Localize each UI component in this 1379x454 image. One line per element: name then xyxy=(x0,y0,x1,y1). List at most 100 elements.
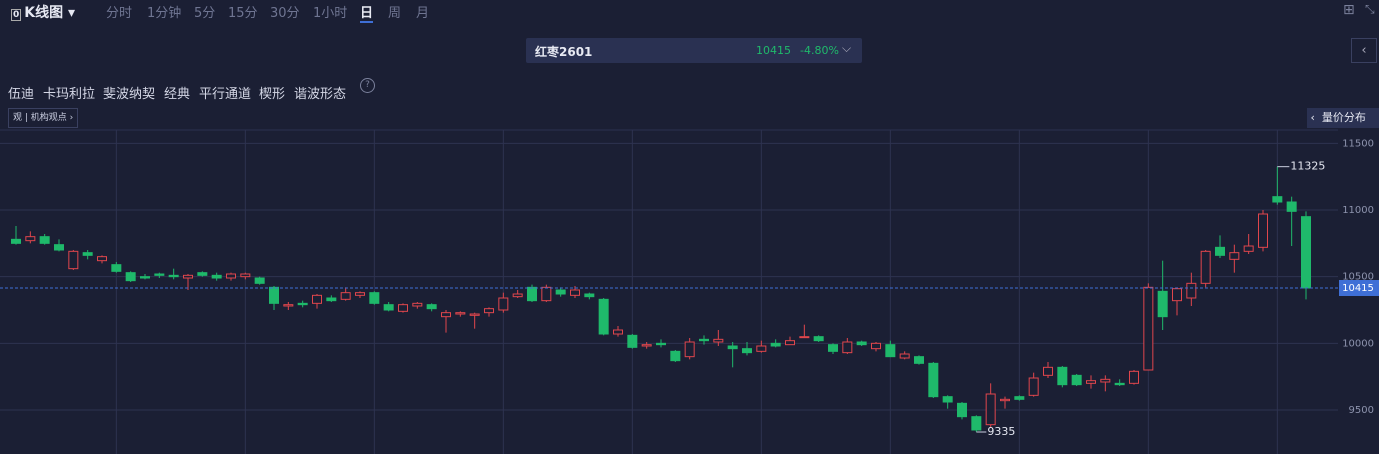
candle-body xyxy=(871,342,881,350)
candle-body xyxy=(527,286,537,302)
period-tab[interactable]: 15分 xyxy=(228,6,258,21)
candle-body xyxy=(97,256,107,262)
candle-body xyxy=(598,298,609,335)
candle-body xyxy=(25,236,36,242)
candle-body xyxy=(512,293,523,298)
candle-body xyxy=(183,274,193,279)
candle-body xyxy=(226,273,236,279)
instrument-price: 10415 xyxy=(756,44,791,57)
dropdown-arrow: ⌵ xyxy=(842,41,852,55)
candle-body xyxy=(541,286,552,302)
candle-body xyxy=(627,334,638,348)
chart-type: K线图 xyxy=(24,5,64,21)
collapse-button[interactable]: ‹ xyxy=(1351,38,1377,63)
candle-body xyxy=(555,289,566,295)
candle-body xyxy=(928,362,939,398)
candle-body xyxy=(326,297,337,302)
drawing-tool[interactable]: 经典 xyxy=(164,87,191,102)
candle-body xyxy=(54,244,64,251)
candle-body xyxy=(197,272,208,276)
candle-body xyxy=(885,344,896,358)
candle-body xyxy=(383,304,394,311)
y-tick-label: 9500 xyxy=(1349,405,1374,416)
candle-body xyxy=(727,345,738,350)
candle-body xyxy=(1215,246,1225,256)
candle-body xyxy=(1301,216,1311,289)
candle-body xyxy=(985,393,996,426)
candle-body xyxy=(1028,377,1039,396)
views-icon: 观 xyxy=(13,113,23,123)
drawing-tool[interactable]: 卡玛利拉 xyxy=(43,87,96,102)
views-button[interactable]: 观 | 机构观点 › xyxy=(8,108,79,128)
candle-body xyxy=(899,353,910,359)
candle-body xyxy=(799,336,810,339)
help-icon[interactable]: ? xyxy=(360,78,375,93)
candle-body xyxy=(641,344,652,347)
drawing-tool[interactable]: 斐波纳契 xyxy=(103,87,156,102)
candle-body xyxy=(240,273,251,278)
candle-body xyxy=(613,329,623,335)
max-label: 11325 xyxy=(1290,160,1325,173)
candle-body xyxy=(441,312,451,318)
candle-body xyxy=(125,272,136,282)
period-tab[interactable]: 日 xyxy=(360,2,374,23)
candle-body xyxy=(1243,245,1254,252)
icon: 0 xyxy=(11,9,22,21)
candle-body xyxy=(914,356,924,364)
candle-body xyxy=(369,292,380,304)
views-text: 机构观点 xyxy=(30,113,67,123)
candle-body xyxy=(269,286,279,304)
instrument-box[interactable]: 红枣2601 10415 -4.80% ⌵ xyxy=(526,38,862,63)
period-tab[interactable]: 周 xyxy=(388,6,402,21)
period-tab[interactable]: 1分钟 xyxy=(147,6,182,21)
layout-icon[interactable]: ⊞ xyxy=(1343,2,1355,18)
candle-body xyxy=(1143,286,1154,371)
candle-body xyxy=(971,416,982,431)
candle-body xyxy=(82,252,93,256)
candle-body xyxy=(297,302,308,306)
candle-body xyxy=(957,402,967,418)
candle-body xyxy=(283,304,294,307)
candle-body xyxy=(770,342,781,347)
drawing-tool[interactable]: 楔形 xyxy=(259,87,286,102)
drawing-tool[interactable]: 伍迪 xyxy=(8,87,35,102)
candle-body xyxy=(1057,366,1068,386)
y-tick-label: 10000 xyxy=(1342,338,1374,349)
y-tick-label: 10500 xyxy=(1342,272,1374,283)
instrument-name: 红枣2601 xyxy=(535,45,593,59)
volume-profile-button[interactable]: ‹ 量价分布 xyxy=(1307,108,1379,128)
candle-body xyxy=(11,238,21,244)
candle-body xyxy=(484,308,494,314)
candle-body xyxy=(1286,201,1297,212)
period-tab[interactable]: 月 xyxy=(416,6,430,21)
candle-body xyxy=(813,336,824,342)
y-tick-label: 11500 xyxy=(1342,138,1374,149)
candle-body xyxy=(1086,380,1096,384)
candle-body xyxy=(1114,382,1125,386)
candle-body xyxy=(312,294,322,304)
period-tab[interactable]: 1小时 xyxy=(313,6,348,21)
period-tab[interactable]: 30分 xyxy=(270,6,300,21)
candle-body xyxy=(856,341,867,346)
drawing-tool[interactable]: 谐波形态 xyxy=(294,87,347,102)
chart-type-menu[interactable]: 0 K线图 ▾ xyxy=(11,5,76,21)
candle-body xyxy=(1172,288,1182,302)
drawing-tool[interactable]: 平行通道 xyxy=(199,87,252,102)
period-tab[interactable]: 分时 xyxy=(106,6,133,21)
candle-body xyxy=(1100,378,1111,383)
candle-body xyxy=(154,273,165,276)
candle-body xyxy=(1186,282,1197,299)
candle-body xyxy=(1014,396,1025,400)
period-tab[interactable]: 5分 xyxy=(194,6,216,21)
y-tick-label: 11000 xyxy=(1342,205,1374,216)
expand-icon[interactable]: ⤡ xyxy=(1365,2,1375,16)
candle-body xyxy=(254,277,265,284)
candle-body xyxy=(1200,250,1211,284)
candle-body xyxy=(211,274,222,279)
candle-body xyxy=(584,293,595,298)
candle-body xyxy=(355,292,365,296)
candle-body xyxy=(942,396,953,403)
candle-body xyxy=(1129,370,1139,384)
instrument-change: -4.80% xyxy=(800,44,839,57)
